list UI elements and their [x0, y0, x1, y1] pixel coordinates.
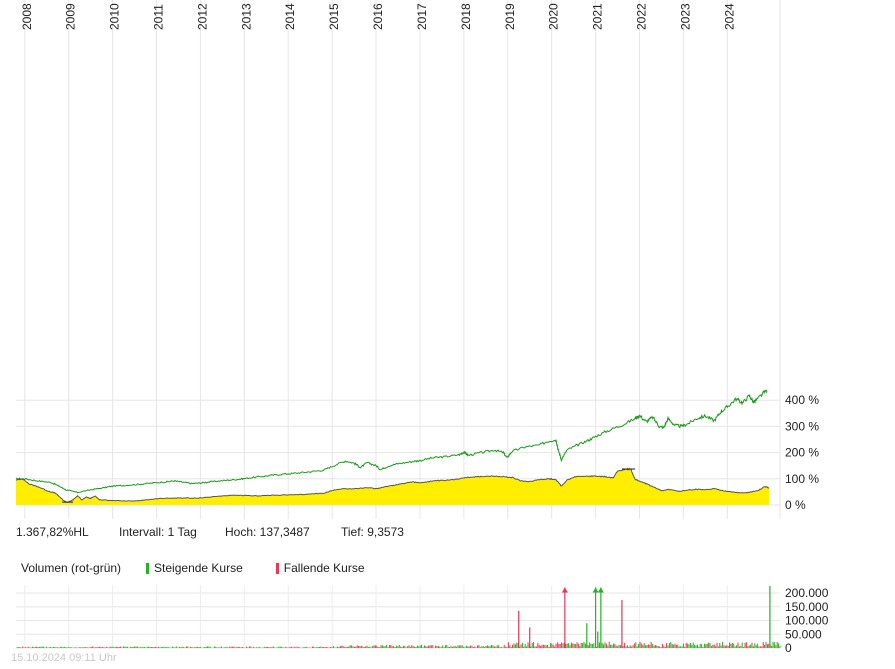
x-tick-label: 2012 [195, 3, 209, 30]
x-tick-label: 2008 [20, 3, 34, 30]
rising-legend-label: Steigende Kurse [154, 561, 243, 575]
x-tick-label: 2013 [239, 3, 253, 30]
volume-overflow-arrow [592, 587, 599, 593]
x-tick-label: 2015 [327, 3, 341, 30]
volume-y-tick-label: 50.000 [785, 627, 822, 641]
volume-legend: Volumen (rot-grün) Steigende Kurse Falle… [21, 561, 365, 575]
low-value: Tief: 9,3573 [341, 525, 404, 539]
area-series-fill [16, 468, 769, 505]
volume-y-tick-label: 200.000 [785, 586, 829, 600]
interval-value: Intervall: 1 Tag [119, 525, 197, 539]
x-tick-label: 2019 [503, 3, 517, 30]
y-tick-label: 300 % [785, 419, 819, 433]
x-tick-label: 2022 [634, 3, 648, 30]
timestamp: 15.10.2024 09:11 Uhr [11, 652, 117, 664]
volume-overflow-arrow [561, 587, 568, 593]
falling-swatch [275, 562, 279, 574]
y-tick-label: 0 % [785, 498, 806, 512]
area-series-line [15, 467, 770, 503]
y-tick-label: 100 % [785, 472, 819, 486]
x-tick-label: 2016 [371, 3, 385, 30]
x-tick-label: 2010 [108, 3, 122, 30]
high-value: Hoch: 137,3487 [225, 525, 310, 539]
x-tick-label: 2018 [459, 3, 473, 30]
line-series [15, 389, 768, 494]
volume-y-tick-label: 100.000 [785, 614, 829, 628]
performance-value: 1.367,82%HL [16, 525, 89, 539]
x-tick-label: 2014 [283, 3, 297, 30]
x-tick-label: 2011 [152, 4, 166, 30]
x-tick-label: 2009 [64, 3, 78, 30]
x-tick-label: 2024 [722, 3, 736, 30]
falling-legend-label: Fallende Kurse [283, 561, 365, 575]
volume-overflow-arrow [597, 587, 604, 593]
x-tick-label: 2020 [547, 3, 561, 30]
x-tick-label: 2017 [415, 3, 429, 30]
rising-swatch [146, 562, 150, 574]
y-tick-label: 400 % [785, 393, 819, 407]
main-price-chart: 2008 2009 2010 2011 2012 2013 2014 2015 2016 2017… [15, 0, 819, 519]
x-tick-label: 2021 [591, 3, 605, 30]
volume-legend-label: Volumen (rot-grün) [21, 561, 122, 575]
chart-info-row: 1.367,82%HL Intervall: 1 Tag Hoch: 137,3… [16, 525, 404, 539]
x-tick-label: 2023 [678, 3, 692, 30]
volume-y-tick-label: 0 [785, 641, 792, 655]
y-tick-label: 200 % [785, 446, 819, 460]
volume-y-tick-label: 150.000 [785, 600, 829, 614]
